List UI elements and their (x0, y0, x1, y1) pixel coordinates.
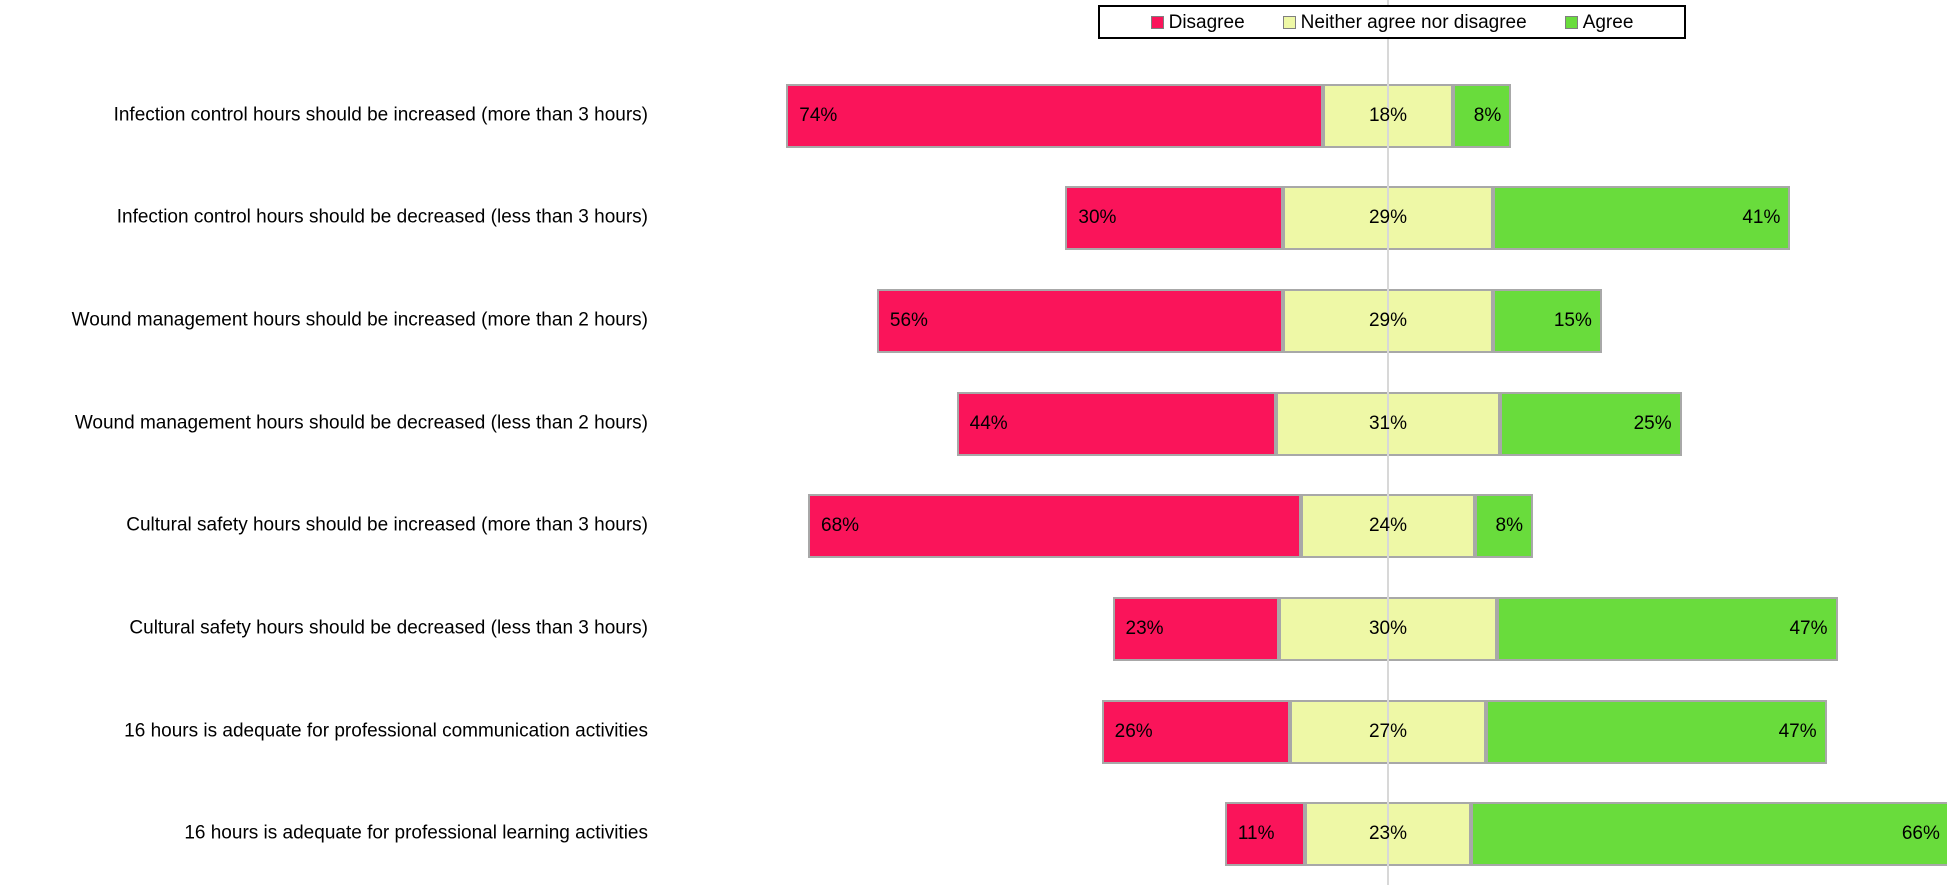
value-label-neither: 29% (1368, 309, 1408, 331)
value-label-disagree: 56% (889, 309, 928, 331)
bar-segment-agree (1453, 83, 1512, 148)
value-label-agree: 47% (1789, 618, 1828, 639)
value-label-disagree: 23% (1125, 618, 1164, 639)
value-label-disagree: 26% (1114, 720, 1153, 742)
category-label: Infection control hours should be decrea… (116, 206, 648, 228)
bar-segment-disagree (1224, 802, 1305, 867)
bar-segment-agree (1475, 494, 1533, 559)
value-label-neither: 24% (1368, 515, 1408, 537)
value-label-neither: 18% (1368, 104, 1408, 126)
bar-segment-agree (1493, 186, 1791, 251)
category-label: Wound management hours should be decreas… (74, 412, 648, 434)
value-label-neither: 29% (1368, 207, 1408, 229)
bar-segment-agree (1493, 288, 1602, 353)
value-label-agree: 15% (1553, 309, 1592, 331)
value-label-disagree: 68% (821, 515, 860, 537)
value-label-agree: 8% (1473, 104, 1502, 126)
bar-segment-disagree (1112, 597, 1280, 661)
legend: Disagree Neither agree nor disagree Agre… (1098, 5, 1686, 39)
legend-item-agree: Agree (1564, 11, 1634, 33)
value-label-disagree: 30% (1078, 207, 1117, 229)
legend-item-neither: Neither agree nor disagree (1282, 11, 1527, 33)
center-gridline (1387, 0, 1389, 885)
bar-segment-disagree (1065, 186, 1283, 251)
bar-segment-agree (1485, 699, 1827, 764)
category-label: Wound management hours should be increas… (71, 309, 648, 331)
value-label-neither: 27% (1368, 720, 1408, 742)
value-label-agree: 8% (1495, 515, 1523, 537)
value-label-neither: 30% (1368, 618, 1408, 639)
category-label: Cultural safety hours should be increase… (126, 514, 648, 536)
legend-item-disagree: Disagree (1150, 11, 1245, 33)
bar-segment-disagree (1101, 699, 1291, 764)
neither-swatch-icon (1282, 15, 1296, 29)
value-label-agree: 47% (1778, 720, 1817, 742)
value-label-disagree: 11% (1237, 823, 1275, 845)
bar-segment-agree (1496, 597, 1838, 661)
value-label-disagree: 74% (799, 104, 838, 126)
value-label-neither: 31% (1368, 412, 1408, 434)
value-label-agree: 25% (1633, 412, 1672, 434)
category-label: Infection control hours should be increa… (113, 104, 648, 126)
disagree-swatch-icon (1150, 15, 1164, 29)
bar-segment-agree (1500, 391, 1682, 456)
category-label: 16 hours is adequate for professional le… (184, 822, 648, 844)
category-label: 16 hours is adequate for professional co… (124, 720, 648, 742)
bar-segment-disagree (808, 494, 1301, 559)
value-label-agree: 41% (1742, 207, 1781, 229)
bar-segment-disagree (876, 288, 1283, 353)
legend-label-neither: Neither agree nor disagree (1300, 11, 1527, 33)
value-label-neither: 23% (1368, 823, 1408, 845)
value-label-disagree: 44% (969, 412, 1008, 434)
bar-segment-agree (1471, 802, 1947, 867)
legend-label-disagree: Disagree (1168, 11, 1245, 33)
agree-swatch-icon (1564, 15, 1578, 29)
bar-segment-disagree (786, 83, 1323, 148)
bar-segment-disagree (956, 391, 1276, 456)
legend-label-agree: Agree (1582, 11, 1634, 33)
value-label-agree: 66% (1901, 823, 1940, 845)
category-label: Cultural safety hours should be decrease… (129, 617, 648, 639)
